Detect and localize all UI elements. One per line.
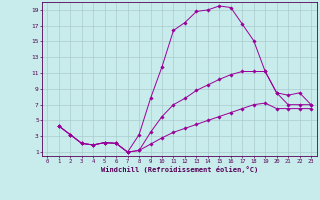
X-axis label: Windchill (Refroidissement éolien,°C): Windchill (Refroidissement éolien,°C) (100, 166, 258, 173)
